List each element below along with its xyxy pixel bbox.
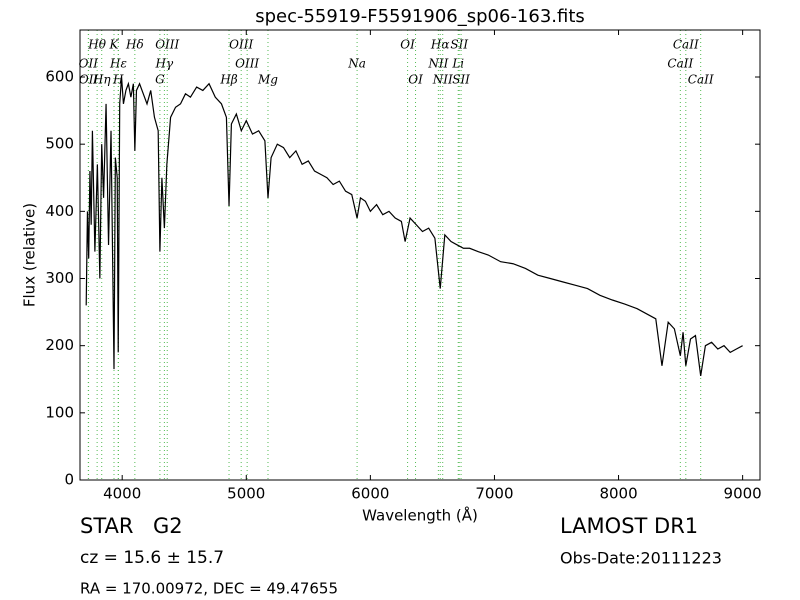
- spectral-line-label: Hε: [109, 57, 127, 71]
- spectral-line-label: Hα: [430, 38, 450, 52]
- spectral-line-label: SII: [452, 73, 470, 87]
- spectral-line-label: OII: [79, 57, 99, 71]
- spectral-line-label: Hθ: [87, 38, 106, 52]
- chart-title: spec-55919-F5591906_sp06-163.fits: [255, 6, 585, 27]
- y-tick-label: 400: [45, 202, 74, 220]
- spectral-line-label: OI: [408, 73, 423, 87]
- spectral-line-label: OIII: [155, 38, 179, 52]
- plot-frame: [79, 29, 761, 481]
- x-tick-label: 7000: [475, 485, 513, 503]
- y-tick-label: 100: [45, 403, 74, 421]
- spectral-line-label: Mg: [257, 73, 278, 87]
- spectral-line-label: OIII: [235, 57, 259, 71]
- x-tick-label: 6000: [351, 485, 389, 503]
- spectral-line-label: OI: [400, 38, 415, 52]
- spectral-line-label: Hβ: [219, 73, 237, 87]
- y-tick-label: 500: [45, 135, 74, 153]
- spectral-line-label: NII: [432, 73, 453, 87]
- y-tick-label: 300: [45, 269, 74, 287]
- spectral-line-label: NII: [427, 57, 448, 71]
- y-axis-label: Flux (relative): [21, 203, 39, 307]
- spectral-line-label: Li: [451, 57, 464, 71]
- x-tick-label: 9000: [724, 485, 762, 503]
- subclass: G2: [153, 514, 183, 538]
- spectral-line-label: OII: [79, 73, 99, 87]
- x-tick-label: 8000: [599, 485, 637, 503]
- spectral-line-label: SII: [450, 38, 468, 52]
- object-class: STAR: [80, 514, 133, 538]
- obs-date: Obs-Date:20111223: [560, 549, 722, 568]
- spectral-line-label: G: [155, 73, 165, 87]
- spectral-line-label: CaII: [673, 38, 699, 52]
- spectrum-line: [85, 76, 743, 376]
- survey: LAMOST DR1: [560, 514, 698, 538]
- spectral-line-label: CaII: [688, 73, 714, 87]
- spectral-line-label: CaII: [667, 57, 693, 71]
- x-axis-label: Wavelength (Å): [362, 506, 478, 525]
- spectral-line-label: Na: [347, 57, 366, 71]
- spectral-line-label: K: [109, 38, 120, 52]
- x-tick-label: 4000: [103, 485, 141, 503]
- spectral-line-label: Hδ: [125, 38, 144, 52]
- spectral-line-label: Hγ: [155, 57, 174, 71]
- spectral-line-label: OIII: [229, 38, 253, 52]
- y-tick-label: 600: [45, 68, 74, 86]
- spectral-line-label: Hη: [92, 73, 111, 87]
- redshift: cz = 15.6 ± 15.7: [80, 548, 224, 568]
- y-tick-label: 200: [45, 336, 74, 354]
- x-tick-label: 5000: [227, 485, 265, 503]
- y-tick-label: 0: [64, 471, 74, 489]
- coordinates: RA = 170.00972, DEC = 49.47655: [80, 580, 338, 598]
